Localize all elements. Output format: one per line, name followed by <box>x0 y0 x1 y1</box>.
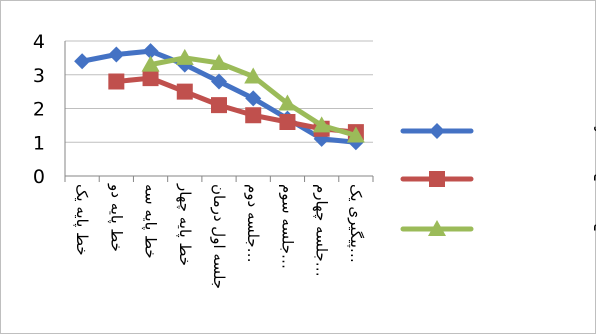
data-point-marker <box>312 116 331 133</box>
data-point-marker <box>141 55 160 72</box>
data-point-marker <box>278 94 297 111</box>
data-point-marker <box>428 220 446 236</box>
data-point-marker <box>245 107 262 124</box>
data-point-marker <box>210 53 228 70</box>
legend-entry: آزمودنی سوم <box>400 213 596 236</box>
x-tick-label: خط پایه سه <box>141 184 160 259</box>
data-point-marker <box>175 48 194 65</box>
data-point-marker <box>176 83 193 100</box>
legend-entry: آزمودنی اول <box>400 115 596 139</box>
legend-label: آزمودنی سوم <box>593 213 596 231</box>
x-tick-label: جلسه سوم… <box>278 184 296 269</box>
x-tick-label: جلسه اول درمان <box>210 184 228 289</box>
y-tick-label: 3 <box>33 65 45 87</box>
data-point-marker <box>142 43 159 60</box>
data-point-marker <box>429 171 445 187</box>
data-point-marker <box>245 90 262 107</box>
axes <box>64 41 374 182</box>
data-point-marker <box>108 73 125 90</box>
data-point-marker <box>142 70 159 87</box>
legend-label: آزمودنی دوم <box>593 163 596 181</box>
data-point-marker <box>74 53 91 70</box>
data-point-marker <box>211 73 227 90</box>
data-point-marker <box>279 114 296 130</box>
series-layer <box>74 43 365 151</box>
data-point-marker <box>346 126 365 143</box>
data-point-marker <box>211 97 227 114</box>
x-tick-label: خط پایه چهار <box>175 183 194 266</box>
y-tick-label: 2 <box>33 99 45 121</box>
legend-label: آزمودنی اول <box>593 115 596 133</box>
legend-entry: آزمودنی دوم <box>400 163 596 187</box>
y-tick-label: 0 <box>33 166 45 188</box>
x-tick-label: پیگیری یک… <box>346 184 365 263</box>
x-tick-label: خط پایه دو <box>106 183 125 252</box>
x-tick-label: جلسه دوم… <box>244 184 262 263</box>
y-tick-label: 1 <box>33 132 45 154</box>
data-point-marker <box>244 67 263 84</box>
legend: آزمودنی اول آزمودنی دوم آزمودنی سوم <box>400 115 596 236</box>
x-tick-labels: خط پایه یک خط پایه دو خط پایه سه خط پایه چه… <box>72 183 365 289</box>
data-point-marker <box>429 123 445 139</box>
series-3 <box>141 48 365 143</box>
x-tick-label: خط پایه یک <box>72 184 91 256</box>
y-tick-label: 4 <box>33 31 45 53</box>
data-point-marker <box>108 46 125 63</box>
y-tick-labels: 0 1 2 3 4 <box>33 31 45 188</box>
x-tick-label: جلسه چهارم… <box>313 184 331 277</box>
